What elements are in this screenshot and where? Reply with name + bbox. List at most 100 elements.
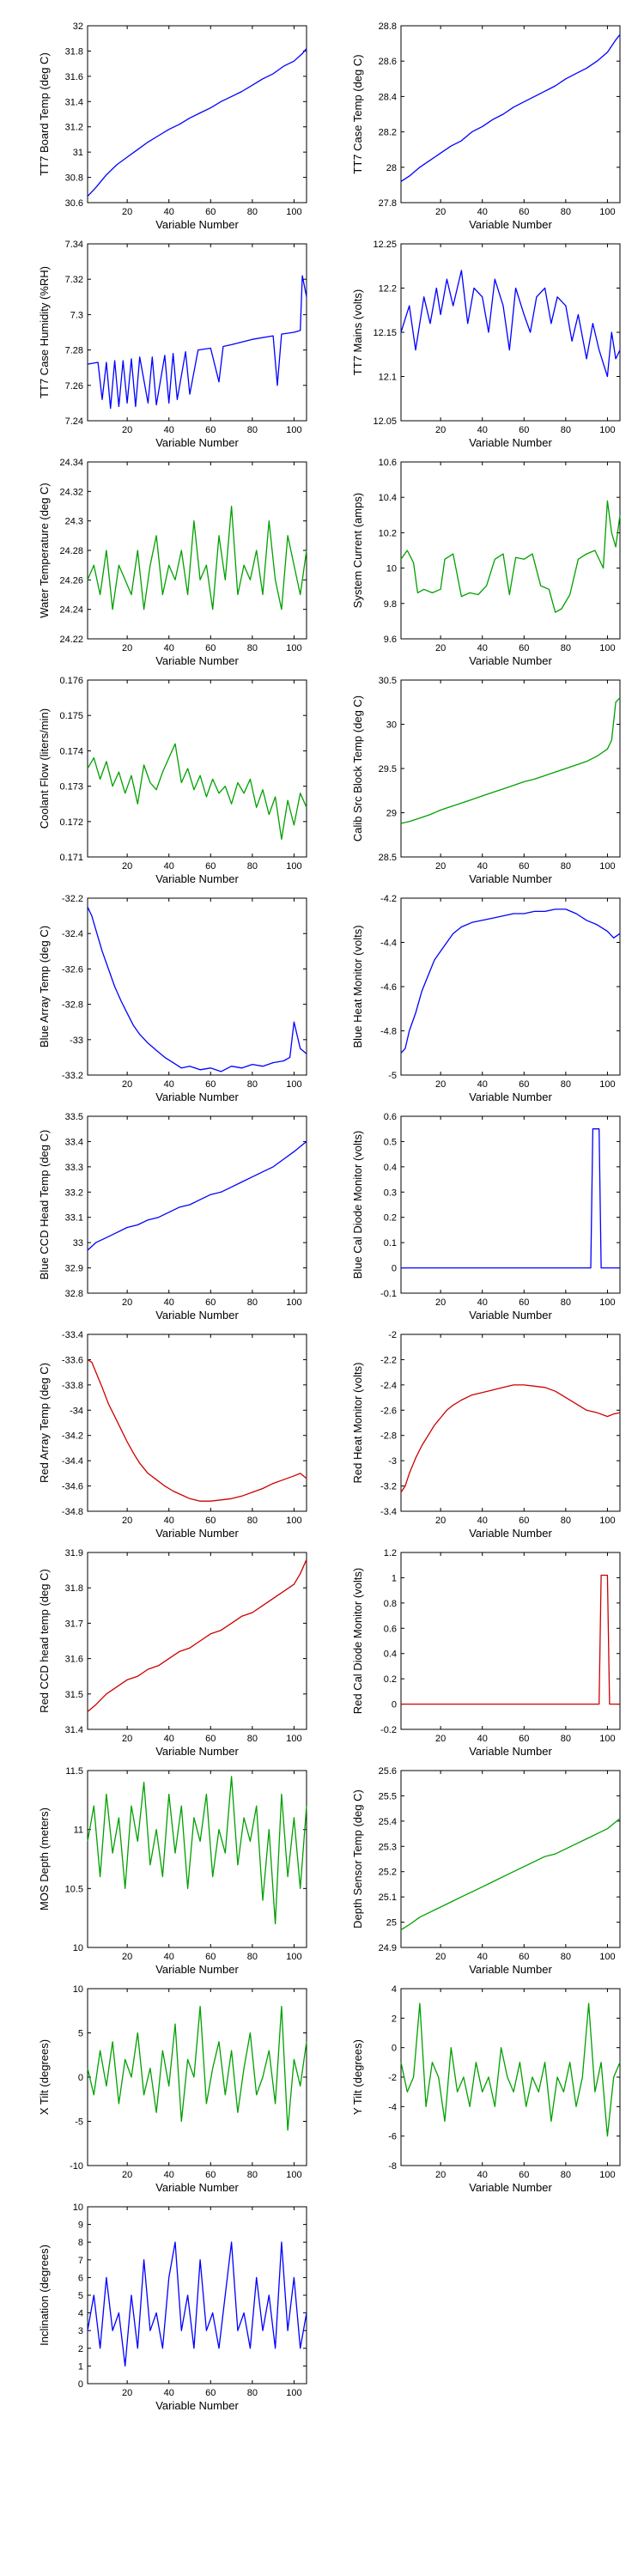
x-tick-label: 40 — [477, 2170, 488, 2180]
y-tick-label: 24.32 — [59, 487, 83, 497]
y-axis-label: TT7 Case Humidity (%RH) — [38, 266, 51, 398]
y-tick-label: 0.1 — [384, 1238, 397, 1249]
y-tick-label: 2 — [78, 2344, 83, 2354]
y-tick-label: 31.4 — [65, 97, 83, 107]
y-axis-label: Calib Src Block Temp (deg C) — [351, 696, 364, 841]
plot-frame — [400, 25, 621, 204]
y-tick-label: -5 — [75, 2117, 83, 2128]
y-tick-label: -8 — [388, 2161, 397, 2172]
chart-tt7-board-temp: 20 40 60 80 100 30.6 30.8 31 31.2 31.4 31.6 31.8 32 V… — [38, 21, 307, 231]
series-line — [87, 1558, 307, 1712]
x-tick-label: 60 — [205, 861, 216, 872]
chart-blue-ccd-head-temp: 20 40 60 80 100 32.8 32.9 33 33.1 33.2 33.3 33.4 33.… — [38, 1112, 307, 1321]
series-line — [87, 2005, 307, 2131]
x-tick-label: 20 — [122, 643, 132, 653]
y-tick-label: 24.34 — [59, 458, 83, 468]
y-axis-label: Inclination (degrees) — [38, 2245, 51, 2346]
y-tick-label: 12.2 — [379, 284, 397, 295]
chart-depth-sensor-temp: 20 40 60 80 100 24.9 25 25.1 25.2 25.3 25.4 25.5 25.… — [351, 1766, 621, 1976]
y-tick-label: 0.2 — [384, 1213, 397, 1224]
y-tick-label: 33 — [73, 1238, 83, 1249]
y-tick-label: 10.4 — [379, 493, 397, 503]
y-tick-label: 7.3 — [70, 310, 83, 320]
chart-coolant-flow: 20 40 60 80 100 0.171 0.172 0.173 0.174 0.175 0.17… — [38, 676, 307, 885]
x-tick-label: 100 — [599, 1952, 615, 1962]
series-line — [400, 500, 621, 613]
y-axis-label: Red Heat Monitor (volts) — [351, 1363, 364, 1484]
y-tick-label: 30.6 — [65, 198, 83, 209]
y-tick-label: 7.24 — [65, 416, 83, 427]
y-tick-label: 28.5 — [379, 853, 397, 863]
y-tick-label: 6 — [78, 2273, 83, 2283]
x-axis-label: Variable Number — [155, 2181, 239, 2194]
plot-frame — [400, 1115, 621, 1294]
y-tick-label: -2.6 — [380, 1406, 397, 1416]
x-tick-label: 60 — [519, 1734, 529, 1744]
x-tick-label: 100 — [286, 1079, 301, 1090]
chart-water-temperature: 20 40 60 80 100 24.22 24.24 24.26 24.28 24.3 24.32… — [38, 458, 307, 667]
x-tick-label: 80 — [561, 2170, 571, 2180]
y-tick-label: 0.4 — [384, 1163, 397, 1173]
y-tick-label: 31.6 — [65, 1655, 83, 1665]
series-line — [87, 743, 307, 841]
x-tick-label: 60 — [205, 1952, 216, 1962]
y-axis-label: Blue CCD Head Temp (deg C) — [38, 1130, 51, 1280]
y-axis-label: Water Temperature (deg C) — [38, 483, 51, 618]
y-tick-label: 7.26 — [65, 381, 83, 392]
x-tick-label: 60 — [205, 2170, 216, 2180]
x-tick-label: 60 — [519, 2170, 529, 2180]
x-tick-label: 60 — [519, 425, 529, 435]
x-tick-label: 80 — [247, 1734, 258, 1744]
y-tick-label: -33 — [70, 1036, 83, 1046]
chart-blue-heat-monitor: 20 40 60 80 100 -5 -4.8 -4.6 -4.4 -4.2 Variable Nu… — [351, 894, 621, 1103]
y-tick-label: 33.3 — [65, 1163, 83, 1173]
y-tick-label: 12.25 — [373, 240, 397, 250]
y-tick-label: 10.5 — [65, 1884, 83, 1894]
x-tick-label: 100 — [599, 425, 615, 435]
x-tick-label: 20 — [122, 1079, 132, 1090]
y-tick-label: 7.28 — [65, 346, 83, 356]
x-tick-label: 60 — [519, 861, 529, 872]
y-axis-label: Depth Sensor Temp (deg C) — [351, 1789, 364, 1929]
x-tick-label: 40 — [477, 1516, 488, 1526]
x-tick-label: 60 — [519, 1079, 529, 1090]
plot-frame — [400, 461, 621, 640]
y-tick-label: 31.7 — [65, 1619, 83, 1629]
y-tick-label: 11.5 — [65, 1766, 83, 1777]
x-tick-label: 60 — [519, 207, 529, 217]
x-tick-label: 40 — [164, 1079, 174, 1090]
x-tick-label: 40 — [477, 861, 488, 872]
x-tick-label: 20 — [122, 1734, 132, 1744]
chart-tt7-case-humidity: 20 40 60 80 100 7.24 7.26 7.28 7.3 7.32 7.34 Variab… — [38, 240, 307, 449]
y-tick-label: 24.28 — [59, 546, 83, 556]
x-tick-label: 100 — [286, 1516, 301, 1526]
series-line — [401, 1574, 620, 1705]
y-tick-label: 25.3 — [379, 1842, 397, 1852]
x-tick-label: 100 — [599, 1297, 615, 1308]
y-axis-label: Red Cal Diode Monitor (volts) — [351, 1568, 364, 1715]
x-tick-label: 80 — [247, 425, 258, 435]
series-line — [87, 907, 307, 1072]
y-axis-label: Y Tilt (degrees) — [351, 2039, 364, 2115]
x-axis-label: Variable Number — [469, 436, 552, 449]
y-axis-label: Blue Array Temp (deg C) — [38, 926, 51, 1048]
x-tick-label: 80 — [247, 643, 258, 653]
x-tick-label: 20 — [435, 1516, 446, 1526]
x-tick-label: 40 — [164, 643, 174, 653]
x-tick-label: 80 — [561, 207, 571, 217]
chart-red-ccd-head-temp: 20 40 60 80 100 31.4 31.5 31.6 31.7 31.8 31.9 Varia… — [38, 1548, 307, 1758]
y-tick-label: -0.2 — [380, 1725, 397, 1735]
plot-frame — [400, 1552, 621, 1730]
y-tick-label: 31.8 — [65, 1583, 83, 1594]
x-tick-label: 100 — [286, 2388, 301, 2398]
y-tick-label: 0.171 — [59, 853, 83, 863]
y-tick-label: 0.6 — [384, 1112, 397, 1122]
x-tick-label: 80 — [247, 207, 258, 217]
y-tick-label: 1.2 — [384, 1548, 397, 1558]
y-tick-label: -33.8 — [62, 1381, 83, 1391]
y-axis-label: Red CCD head temp (deg C) — [38, 1569, 51, 1713]
chart-inclination: 20 40 60 80 100 0 1 2 3 4 5 6 7 8 9 10 Variable Number In… — [38, 2202, 307, 2412]
series-line — [400, 270, 621, 378]
x-tick-label: 60 — [205, 207, 216, 217]
y-tick-label: 33.2 — [65, 1188, 83, 1198]
